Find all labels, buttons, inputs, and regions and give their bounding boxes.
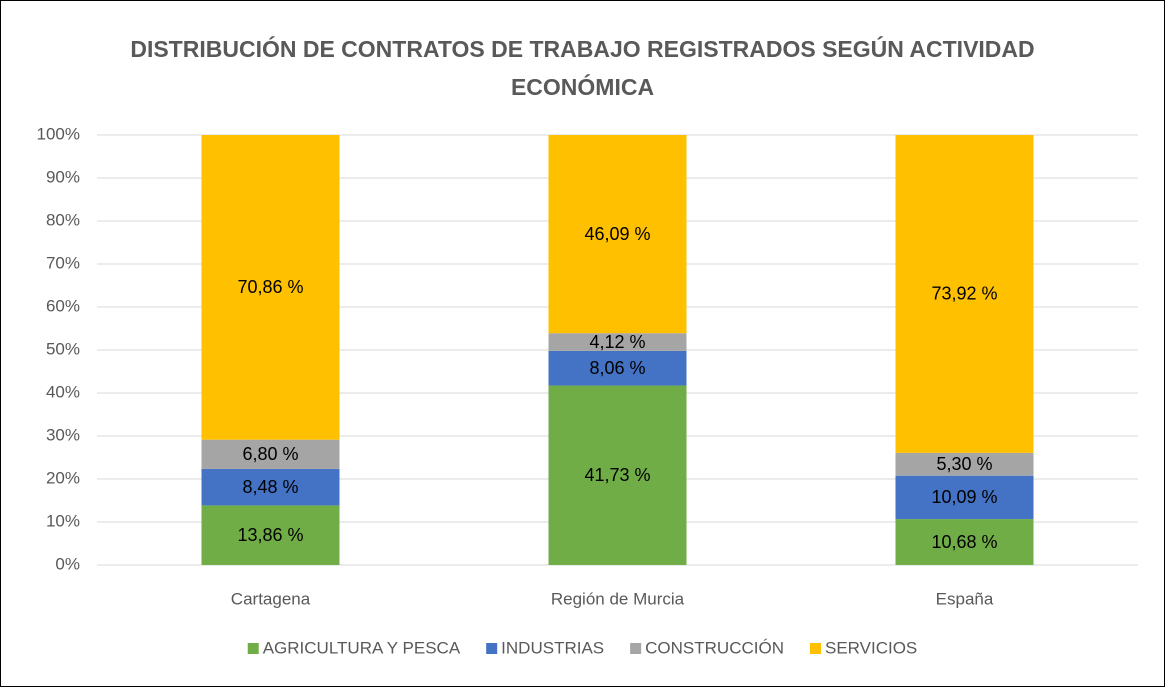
y-tick-label: 70% [46, 253, 80, 272]
bar-segment [895, 135, 1034, 453]
data-label: 8,48 % [242, 477, 298, 497]
legend-label: CONSTRUCCIÓN [645, 638, 784, 657]
legend-label: INDUSTRIAS [501, 638, 604, 657]
chart-title: DISTRIBUCIÓN DE CONTRATOS DE TRABAJO REG… [130, 36, 1035, 100]
legend-label: SERVICIOS [825, 638, 917, 657]
data-label: 41,73 % [584, 465, 650, 485]
y-tick-label: 50% [46, 339, 80, 358]
bar-segment [201, 468, 340, 506]
bar-segment [895, 452, 1034, 476]
y-tick-label: 80% [46, 210, 80, 229]
bar-segment [548, 350, 687, 386]
legend-swatch [809, 643, 821, 654]
x-tick-label: Cartagena [231, 589, 311, 608]
data-label: 70,86 % [237, 277, 303, 297]
legend-label: AGRICULTURA Y PESCA [263, 638, 461, 657]
y-tick-label: 40% [46, 382, 80, 401]
y-tick-label: 100% [37, 124, 80, 143]
data-label: 5,30 % [936, 454, 992, 474]
data-label: 4,12 % [589, 332, 645, 352]
bar-segment [201, 439, 340, 469]
data-label: 13,86 % [237, 525, 303, 545]
bar-segment [895, 519, 1034, 565]
y-tick-label: 30% [46, 425, 80, 444]
bar-segment [895, 475, 1034, 520]
y-tick-label: 10% [46, 511, 80, 530]
x-tick-label: Región de Murcia [551, 589, 685, 608]
data-label: 10,09 % [931, 487, 997, 507]
y-tick-label: 0% [55, 554, 80, 573]
y-tick-label: 20% [46, 468, 80, 487]
legend-swatch [247, 643, 259, 654]
legend-swatch [630, 643, 642, 654]
data-label: 10,68 % [931, 532, 997, 552]
y-tick-label: 90% [46, 167, 80, 186]
data-label: 46,09 % [584, 224, 650, 244]
data-label: 6,80 % [242, 444, 298, 464]
x-tick-label: España [936, 589, 994, 608]
bar-segment [201, 135, 340, 440]
legend-swatch [486, 643, 498, 654]
bar-segment [548, 385, 687, 565]
bar-segment [201, 505, 340, 565]
y-tick-label: 60% [46, 296, 80, 315]
bar-segment [548, 333, 687, 351]
bar-segment [548, 135, 687, 334]
data-label: 8,06 % [589, 358, 645, 378]
data-label: 73,92 % [931, 284, 997, 304]
